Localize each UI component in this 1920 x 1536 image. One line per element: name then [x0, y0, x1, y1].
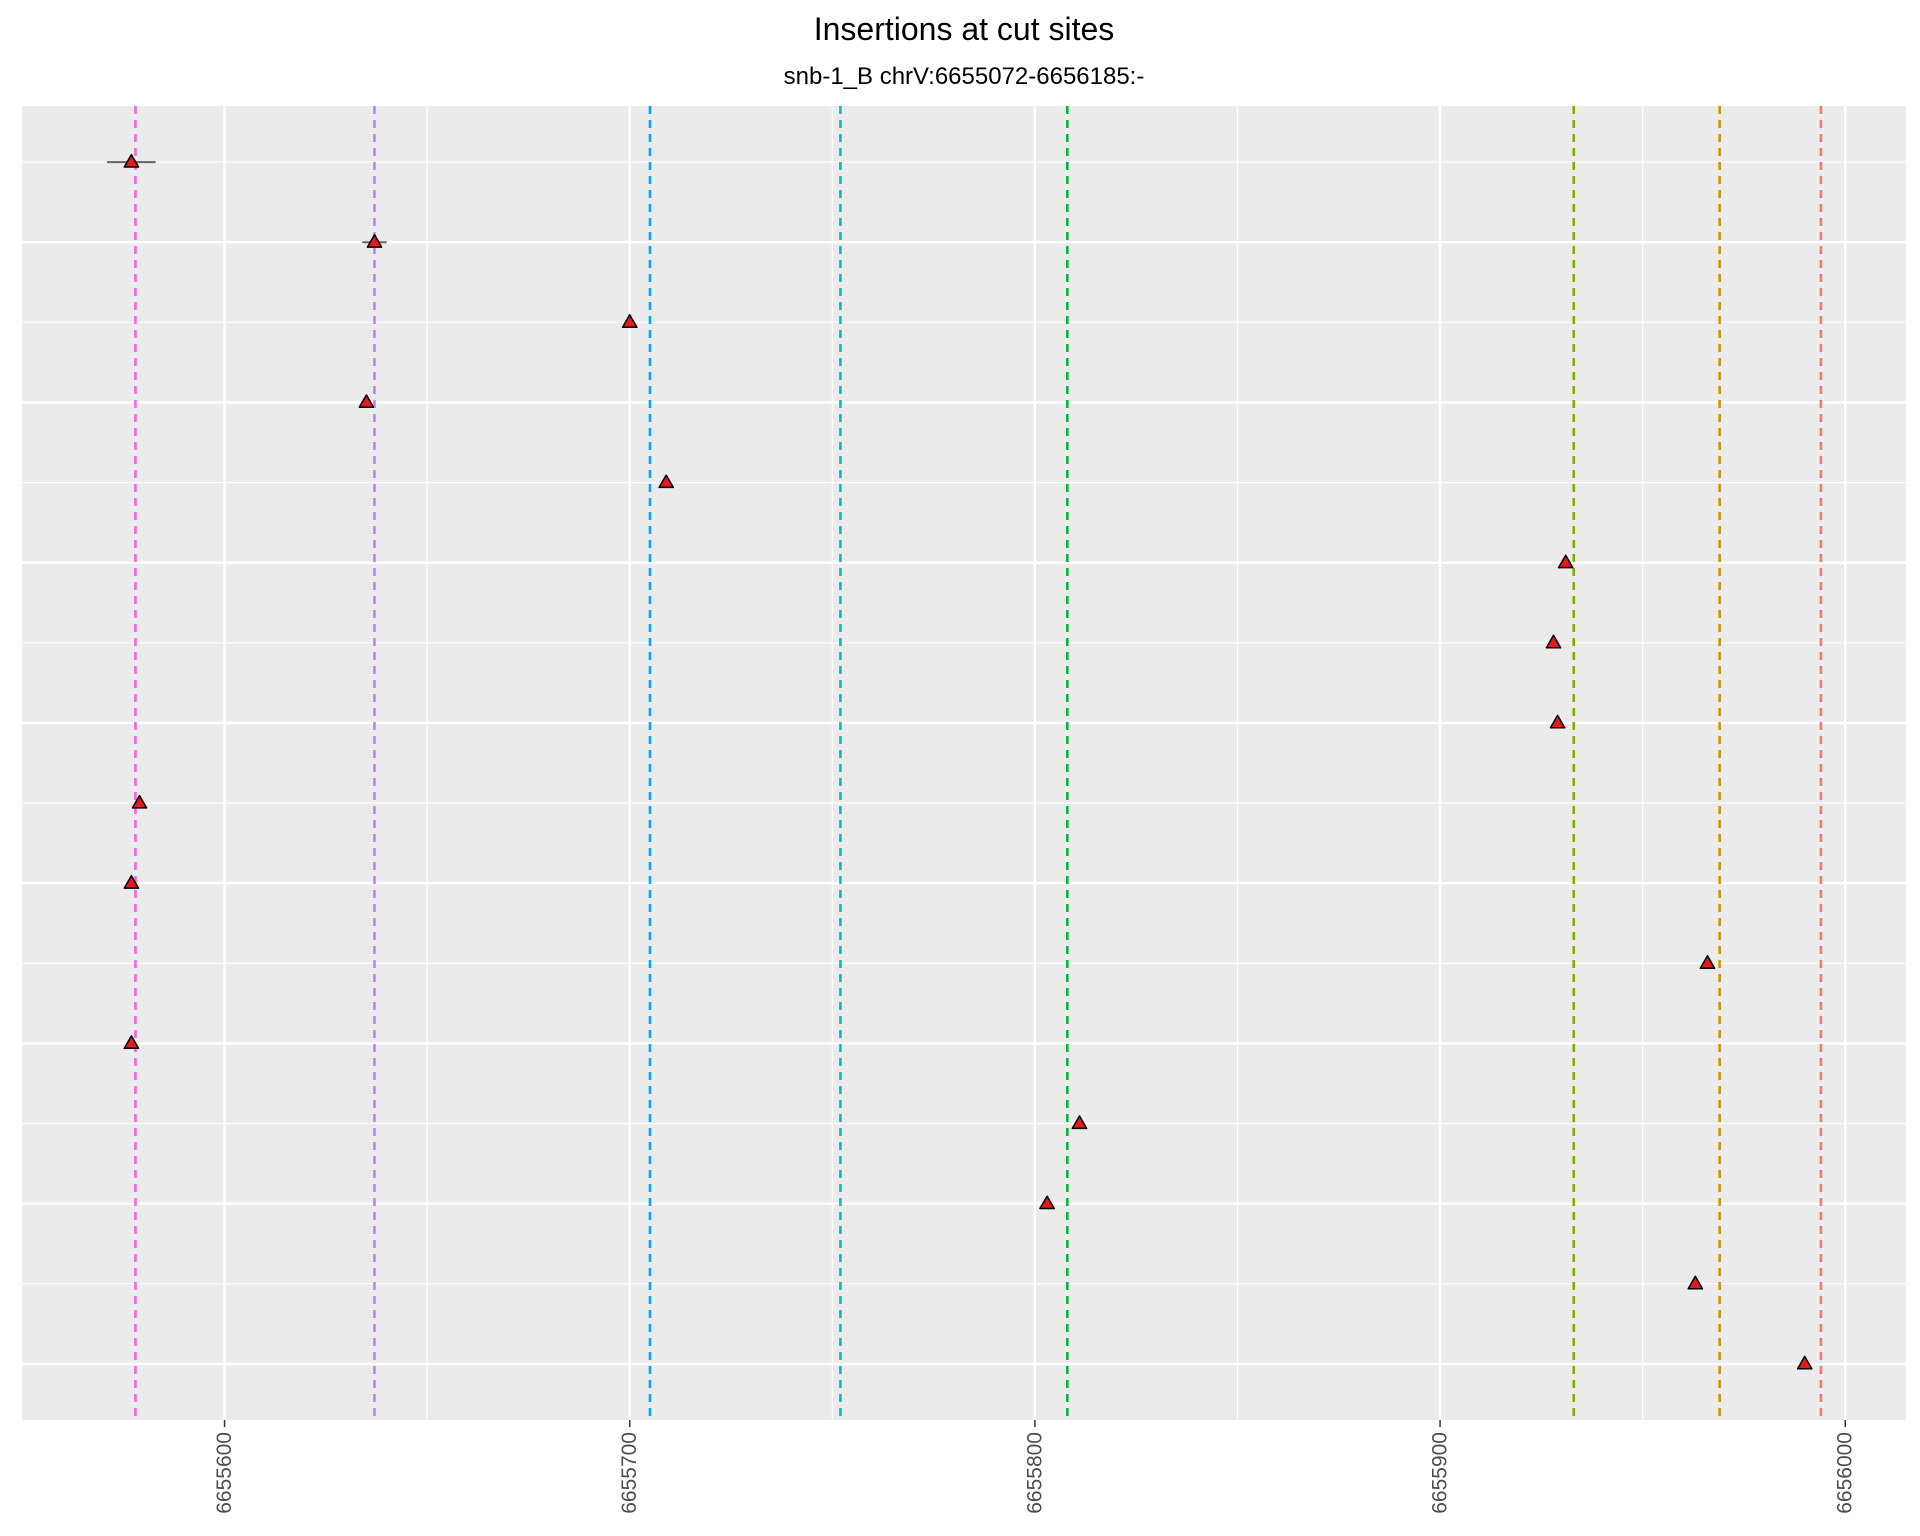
insertion-points [123, 153, 1813, 1370]
x-tick-label: 6655600 [213, 1432, 236, 1514]
insertion-point [621, 314, 638, 328]
insertion-point [1549, 714, 1566, 729]
insertion-point [1699, 955, 1716, 969]
insertion-point [658, 474, 675, 489]
chart-subtitle: snb-1_B chrV:6655072-6656185:- [784, 63, 1145, 90]
insertion-point [1071, 1115, 1088, 1130]
x-tick-label: 6655700 [618, 1432, 641, 1514]
insertion-point [123, 1035, 140, 1050]
plot-panel [22, 106, 1906, 1420]
x-tick-label: 6656000 [1834, 1432, 1857, 1514]
insertion-point [123, 874, 140, 889]
insertion-point [358, 394, 375, 409]
insertion-point [1039, 1195, 1055, 1210]
insertion-point [1796, 1355, 1813, 1370]
insertion-point [1545, 634, 1562, 649]
insertion-point [1557, 554, 1574, 569]
x-tick-label: 6655900 [1429, 1432, 1452, 1514]
cut-site-lines [134, 106, 1823, 1420]
insertion-point [131, 794, 148, 809]
insertion-point [123, 153, 140, 168]
chart-title: Insertions at cut sites [814, 11, 1115, 47]
insertion-point [1687, 1275, 1704, 1290]
x-axis: 6655600 6655700 6655800 6655900 6656000 [213, 1420, 1857, 1514]
x-tick-label: 6655800 [1023, 1432, 1046, 1514]
insertion-point [366, 233, 383, 248]
